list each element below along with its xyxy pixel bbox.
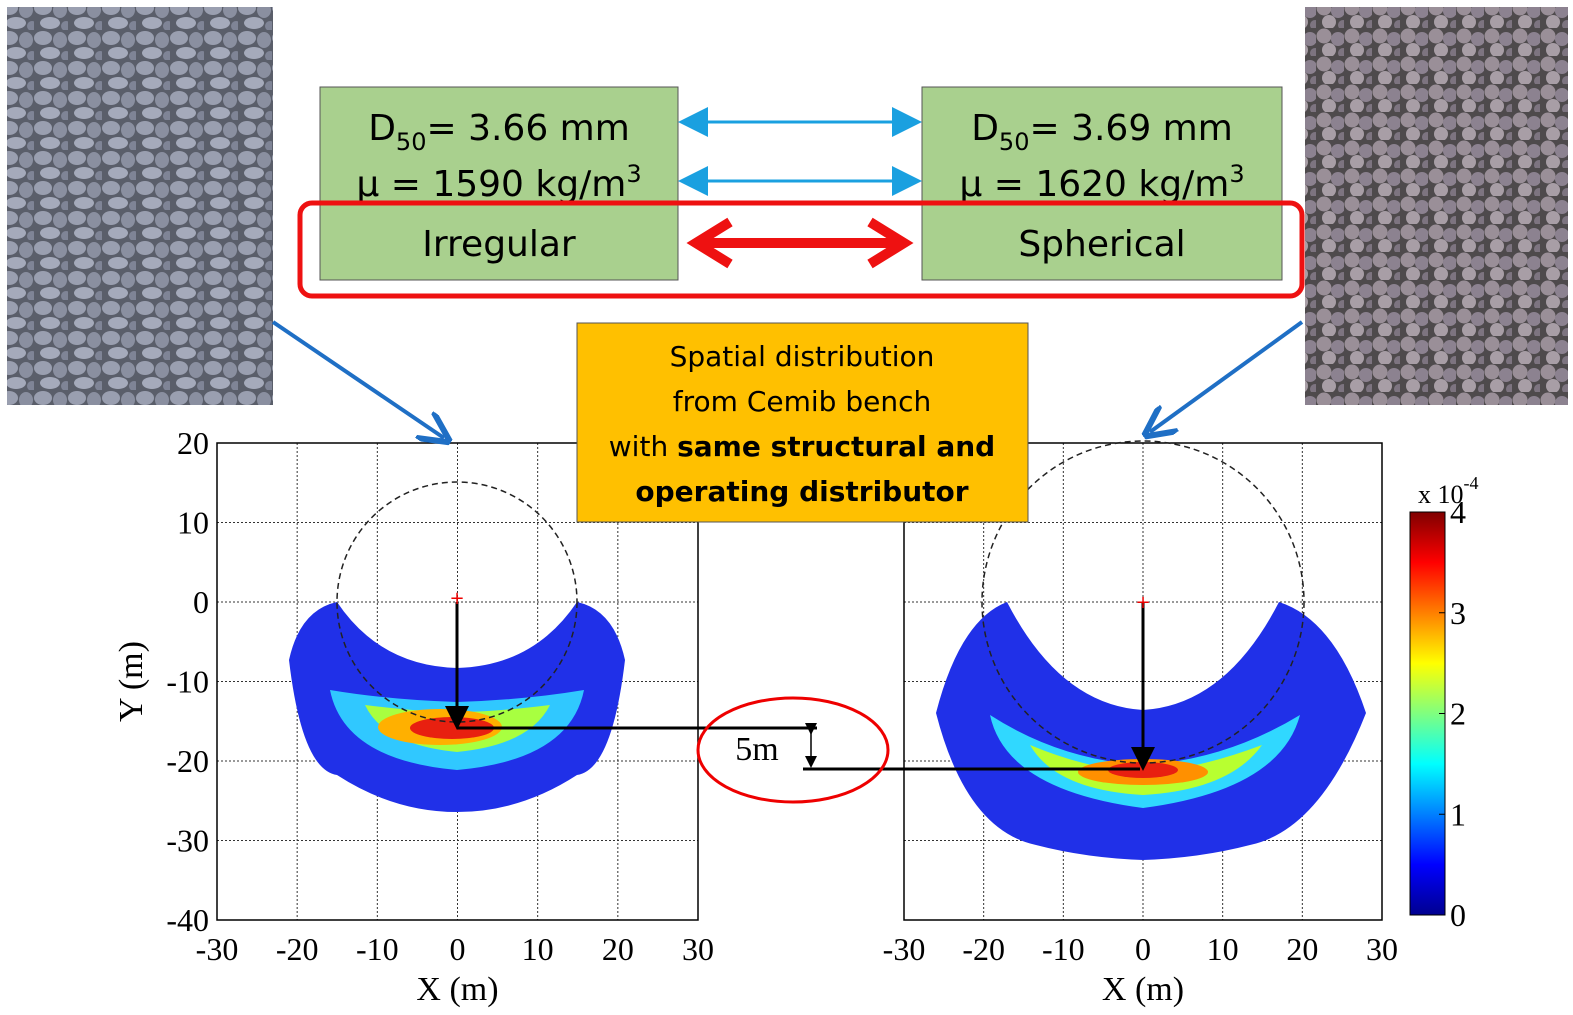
mu-sup: 3 [626, 160, 641, 188]
x-tick-label: -10 [1042, 931, 1085, 967]
offset-label: 5m [735, 731, 778, 768]
irregular-photo [7, 7, 273, 405]
x-tick-label: 30 [1366, 931, 1398, 967]
callout-line: from Cemib bench [673, 385, 931, 418]
callout-line: Spatial distribution [670, 340, 935, 373]
x-tick-label: 10 [522, 931, 554, 967]
x-tick-label: -20 [962, 931, 1005, 967]
d-value: = 3.69 mm [1029, 108, 1232, 149]
d-sub: 50 [396, 128, 427, 156]
origin-marker: + [449, 588, 464, 609]
callout-line: operating distributor [635, 475, 968, 508]
x-tick-label: 30 [682, 931, 714, 967]
mu-sup: 3 [1229, 160, 1244, 188]
callout-box [576, 322, 1029, 523]
x-tick-label: 20 [602, 931, 634, 967]
x-tick-label: -30 [883, 931, 926, 967]
plot-frame [903, 442, 1383, 921]
x-tick-label: 10 [1207, 931, 1239, 967]
x-tick-label: 20 [1286, 931, 1318, 967]
y-tick-label: -30 [166, 823, 209, 859]
y-tick-label: -10 [166, 664, 209, 700]
callout-bold: same structural and [677, 430, 995, 463]
callout-prefix: with [609, 430, 677, 463]
highlight-frame [297, 200, 1305, 299]
d50-text: D50= 3.66 mm [368, 108, 630, 156]
x-axis-label: X (m) [416, 971, 498, 1008]
mu-text: µ = 1590 kg/m3 [356, 160, 641, 205]
y-tick-label: -40 [166, 902, 209, 938]
colorbar-tick-label: 4 [1450, 494, 1466, 530]
spherical-photo [1305, 7, 1568, 405]
mu: µ = 1590 kg/m [356, 164, 626, 205]
reference-circle [336, 481, 578, 723]
x-tick-label: -20 [276, 931, 319, 967]
d-symbol: D [368, 108, 396, 149]
d-value: = 3.66 mm [426, 108, 629, 149]
y-tick-label: 20 [177, 425, 209, 461]
colorbar-multiplier: x 10-4 [1418, 473, 1479, 509]
x-tick-label: -30 [196, 931, 239, 967]
exponent: -4 [1464, 473, 1479, 493]
x-tick-label: -10 [356, 931, 399, 967]
y-tick-label: 0 [193, 584, 209, 620]
shape-text: Spherical [1018, 224, 1185, 265]
d-symbol: D [971, 108, 999, 149]
pointer-arrow [271, 320, 444, 438]
spherical-box [921, 86, 1283, 281]
x-tick-label: 0 [450, 931, 466, 967]
y-tick-label: -20 [166, 743, 209, 779]
colorbar-tick-label: 2 [1450, 696, 1466, 732]
d-sub: 50 [999, 128, 1030, 156]
shape-text: Irregular [422, 224, 576, 265]
origin-marker: + [1135, 592, 1150, 613]
colorbar-tick-label: 3 [1450, 595, 1466, 631]
x-tick-label: 0 [1135, 931, 1151, 967]
x-axis-label: X (m) [1102, 971, 1184, 1008]
d50-text: D50= 3.69 mm [971, 108, 1233, 156]
mu-text: µ = 1620 kg/m3 [959, 160, 1244, 205]
highlight-ellipse [696, 696, 890, 804]
y-axis-label: Y (m) [113, 641, 150, 722]
colorbar-tick-label: 1 [1450, 796, 1466, 832]
colorbar-tick-label: 0 [1450, 897, 1466, 933]
plots: + + [216, 440, 1383, 921]
pointer-arrow [1150, 320, 1304, 432]
plot-frame [216, 442, 699, 921]
mu: µ = 1620 kg/m [959, 164, 1229, 205]
multiplier: x 10 [1418, 480, 1464, 509]
density-right [936, 602, 1366, 860]
shape-arrow [686, 217, 914, 269]
y-tick-label: 10 [177, 505, 209, 541]
callout-line: with same structural and [609, 430, 995, 463]
